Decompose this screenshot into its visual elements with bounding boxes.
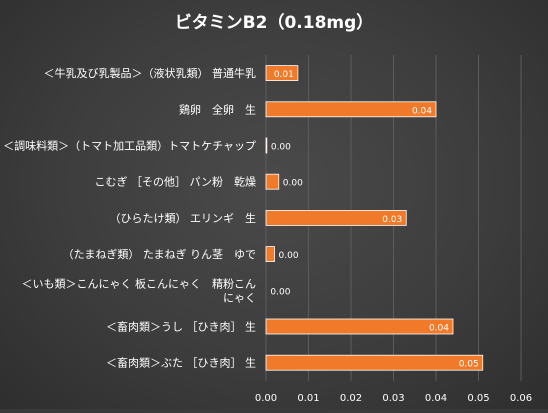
data-label: 0.05 bbox=[459, 360, 479, 370]
bars bbox=[265, 65, 484, 371]
data-label: 0.03 bbox=[382, 215, 402, 225]
category-label: ＜牛乳及び乳製品＞（液状乳類） 普通牛乳 bbox=[44, 66, 257, 80]
category-label-line: ＜いも類＞こんにゃく 板こんにゃく 精粉こん bbox=[22, 276, 257, 290]
category-label: ＜いも類＞こんにゃく 板こんにゃく 精粉こんにゃく bbox=[22, 276, 257, 304]
category-label-line: ＜畜肉類＞うし ［ひき肉］ 生 bbox=[106, 320, 256, 334]
category-label: ＜畜肉類＞ぶた ［ひき肉］ 生 bbox=[106, 356, 256, 370]
x-tick-label: 0.03 bbox=[382, 393, 404, 404]
bar bbox=[265, 173, 280, 190]
data-label: 0.00 bbox=[279, 251, 299, 261]
category-label-line: ＜調味料類＞（トマト加工品類）トマトケチャップ bbox=[3, 139, 256, 153]
data-labels: 0.01 0.04 0.00 0.00 0.03 0.00 0.00 0.04 0.05 bbox=[270, 70, 478, 370]
bar bbox=[265, 354, 484, 371]
bar bbox=[265, 137, 268, 154]
data-label: 0.00 bbox=[283, 179, 303, 189]
data-label: 0.01 bbox=[274, 70, 294, 80]
x-axis-ticks: 0.00 0.01 0.02 0.03 0.04 0.05 0.06 bbox=[255, 393, 532, 404]
bar bbox=[265, 246, 275, 263]
category-label-line: ＜畜肉類＞ぶた ［ひき肉］ 生 bbox=[106, 356, 256, 370]
bar bbox=[265, 318, 454, 335]
category-label: （たまねぎ類） たまねぎ りん茎 ゆで bbox=[63, 247, 256, 261]
category-label-line: （ひらたけ類） エリンギ 生 bbox=[110, 211, 257, 225]
x-tick-label: 0.05 bbox=[467, 393, 489, 404]
category-label: こむぎ ［その他］ パン粉 乾燥 bbox=[94, 175, 256, 189]
category-label: ＜畜肉類＞うし ［ひき肉］ 生 bbox=[106, 320, 256, 334]
category-label: （ひらたけ類） エリンギ 生 bbox=[110, 211, 257, 225]
category-label-line: 鶏卵 全卵 生 bbox=[179, 102, 256, 116]
data-label: 0.00 bbox=[271, 143, 291, 153]
category-label-line: にゃく bbox=[223, 291, 256, 304]
x-tick-label: 0.06 bbox=[510, 393, 532, 404]
category-label: ＜調味料類＞（トマト加工品類）トマトケチャップ bbox=[3, 139, 256, 153]
bar bbox=[265, 65, 299, 81]
x-tick-label: 0.00 bbox=[255, 393, 277, 404]
category-label-line: ＜牛乳及び乳製品＞（液状乳類） 普通牛乳 bbox=[44, 66, 257, 80]
data-label: 0.04 bbox=[412, 106, 432, 116]
data-label: 0.00 bbox=[270, 287, 290, 297]
x-tick-label: 0.02 bbox=[340, 393, 362, 404]
bar bbox=[265, 209, 407, 226]
data-label: 0.04 bbox=[429, 324, 449, 334]
bar bbox=[265, 101, 437, 118]
chart-title: ビタミンB2（0.18mg） bbox=[175, 12, 374, 33]
x-tick-label: 0.01 bbox=[297, 393, 319, 404]
category-label-line: こむぎ ［その他］ パン粉 乾燥 bbox=[94, 175, 256, 189]
category-label-line: （たまねぎ類） たまねぎ りん茎 ゆで bbox=[63, 247, 256, 261]
x-tick-label: 0.04 bbox=[425, 393, 447, 404]
category-label: 鶏卵 全卵 生 bbox=[179, 102, 256, 116]
